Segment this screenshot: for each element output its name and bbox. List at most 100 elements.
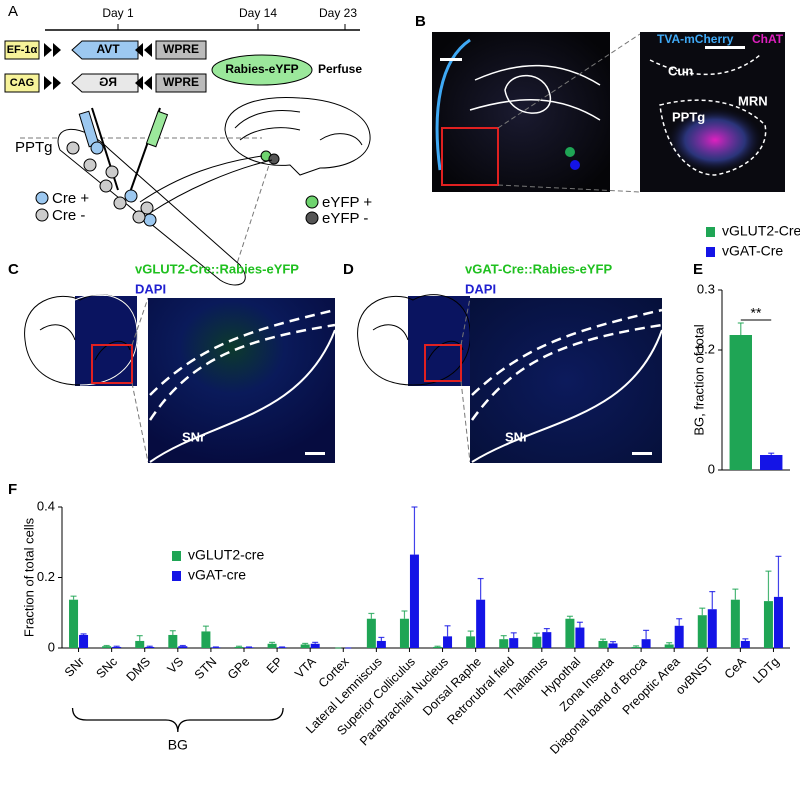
bar [211, 647, 221, 648]
bar [760, 455, 783, 470]
bar [608, 643, 618, 648]
wpre: WPRE [163, 75, 199, 89]
legend-marker [172, 551, 181, 561]
bar [376, 640, 386, 648]
legend-label: Cre - [52, 207, 85, 224]
legend-label: vGLUT2-cre [188, 547, 264, 563]
gene: TVA [96, 42, 119, 56]
bar [201, 631, 211, 648]
bar [674, 625, 684, 648]
stain-title: vGAT-Cre::Rabies-eYFP [465, 261, 612, 276]
virus [211, 54, 313, 86]
bar [664, 644, 674, 648]
micrograph [75, 296, 137, 386]
inset-box [91, 344, 133, 384]
legend-marker [172, 571, 181, 581]
bar [499, 639, 509, 648]
x-tick-label: CeA [722, 654, 750, 682]
outline [148, 308, 336, 421]
bar [575, 627, 585, 648]
promoter: CAG [10, 77, 34, 89]
bar [729, 335, 752, 470]
labelling [665, 106, 765, 174]
y-axis-label: Fraction of total cells [21, 517, 36, 637]
bar [399, 618, 409, 648]
bar [697, 615, 707, 648]
inset-box [424, 344, 462, 382]
virus-label: Rabies-eYFP [225, 62, 298, 76]
group-label: BG [168, 737, 188, 753]
bar [476, 599, 486, 648]
bar [763, 601, 773, 648]
day-label: Day 14 [239, 6, 277, 20]
scale-bar [440, 58, 462, 61]
promoter-box [4, 73, 40, 93]
guide-line [229, 161, 271, 286]
brain [224, 97, 371, 176]
micrograph [148, 298, 335, 463]
outline [471, 329, 663, 463]
panel-label: F [8, 481, 17, 498]
stain-label: ChAT [752, 32, 784, 46]
y-tick-label: 0.2 [37, 569, 55, 584]
stain-label: DAPI [135, 281, 166, 296]
x-tick-label: SNc [93, 655, 120, 682]
panel-label: C [8, 261, 19, 278]
bar [145, 646, 155, 648]
axon [139, 155, 273, 214]
outline [149, 329, 336, 463]
stain-label: TVA-mCherry [657, 32, 734, 46]
scale-bar [705, 46, 745, 49]
x-tick-label: EP [264, 655, 286, 677]
legend-label: vGAT-Cre [722, 243, 783, 259]
guide-line [460, 380, 471, 463]
bar [244, 647, 254, 648]
promoter-box [4, 40, 40, 60]
x-tick-label: GPe [225, 655, 253, 683]
panel-a: A Day 1 Day 14 Day 23 EF-1α TVA WPRE CAG… [4, 3, 372, 286]
bar [433, 646, 443, 648]
cell [268, 153, 280, 165]
legend-marker [706, 247, 715, 257]
bar [310, 643, 320, 648]
legend-marker [35, 208, 49, 222]
syringe [145, 110, 169, 148]
x-tick-label: SNr [62, 655, 87, 680]
panel-b: B TVA-mCherry ChAT Cun MRN PPTg [415, 13, 785, 193]
itr [135, 43, 152, 57]
day-label: Day 23 [319, 6, 357, 20]
legend-label: vGAT-cre [188, 567, 246, 583]
bar [773, 596, 783, 648]
legend-label: vGLUT2-Cre [722, 223, 800, 239]
bar [707, 609, 717, 648]
bar [366, 618, 376, 648]
bar [443, 636, 453, 648]
region-label: PPTg [672, 109, 705, 124]
promoter: EF-1α [7, 44, 38, 56]
bar [168, 634, 178, 648]
gene: RG [99, 75, 117, 89]
bar [631, 646, 641, 648]
stain-title: vGLUT2-Cre::Rabies-eYFP [135, 261, 299, 276]
outline [435, 38, 471, 171]
legend-marker [305, 211, 319, 225]
legend-marker [35, 191, 49, 205]
y-tick-label: 0 [48, 639, 55, 654]
perfuse-label: Perfuse [318, 62, 362, 76]
bar [509, 638, 519, 648]
legend-marker [706, 227, 715, 237]
bar [79, 634, 89, 648]
brain-detail [234, 110, 363, 146]
cells [66, 141, 157, 227]
region-label: SNr [505, 429, 528, 444]
itr [44, 43, 61, 57]
bar [267, 643, 277, 648]
y-tick-label: 0.4 [37, 498, 55, 513]
bar [277, 647, 287, 648]
bar [178, 646, 188, 648]
region-label: MRN [738, 93, 768, 108]
outline [470, 308, 663, 421]
x-tick-label: VS [165, 655, 187, 677]
bar [466, 636, 476, 648]
